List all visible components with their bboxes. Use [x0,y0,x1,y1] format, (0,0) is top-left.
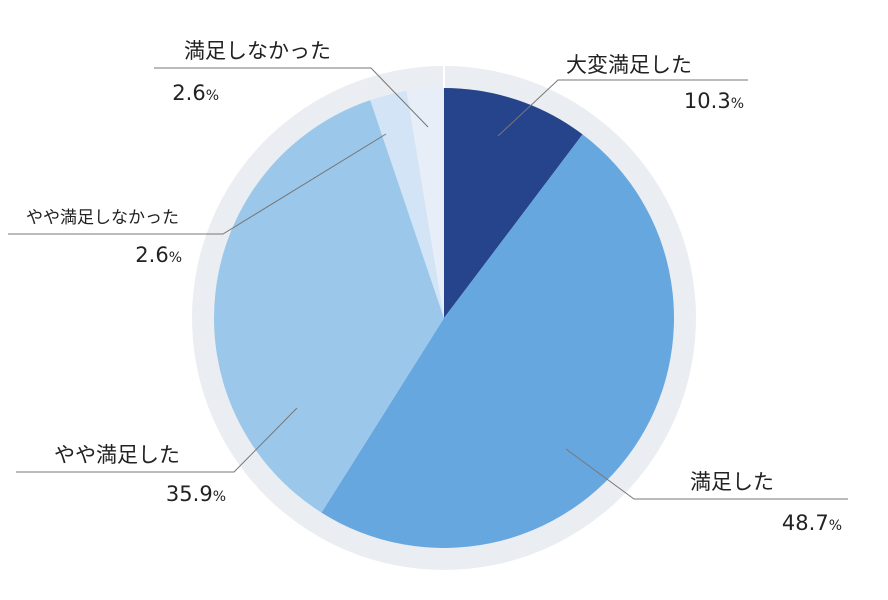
slice-value-satisfied: 48.7% [782,511,842,535]
slice-label-somewhat-dissatisfied: やや満足しなかった [26,208,179,228]
pie-slice-somewhat-satisfied [214,100,444,513]
slice-value-dissatisfied: 2.6% [172,81,219,105]
pie-slices [214,88,674,548]
pie-slice-dissatisfied [406,88,444,318]
slice-label-very-satisfied: 大変満足した [566,53,692,77]
slice-label-somewhat-satisfied: やや満足した [54,443,180,467]
leader-line-somewhat-satisfied [16,407,298,473]
label-group-satisfied: 満足した 48.7% [565,448,848,535]
label-group-somewhat-satisfied: やや満足した 35.9% [16,407,298,506]
label-group-very-satisfied: 大変満足した 10.3% [497,53,748,137]
leader-line-satisfied [565,448,848,500]
pie-slice-satisfied [321,134,674,548]
label-group-dissatisfied: 満足しなかった 2.6% [154,39,429,128]
pie-slice-somewhat-dissatisfied [370,91,444,319]
leader-line-very-satisfied [497,79,748,137]
slice-label-satisfied: 満足した [690,470,774,494]
slice-value-somewhat-dissatisfied: 2.6% [135,243,182,267]
ring-gap [443,64,445,90]
slice-value-somewhat-satisfied: 35.9% [166,482,226,506]
label-group-somewhat-dissatisfied: やや満足しなかった 2.6% [8,133,387,267]
leader-line-somewhat-dissatisfied [8,133,387,235]
leader-line-dissatisfied [154,67,429,128]
slice-label-dissatisfied: 満足しなかった [184,39,331,63]
pie-slice-very-satisfied [444,88,583,318]
slice-value-very-satisfied: 10.3% [684,89,744,113]
